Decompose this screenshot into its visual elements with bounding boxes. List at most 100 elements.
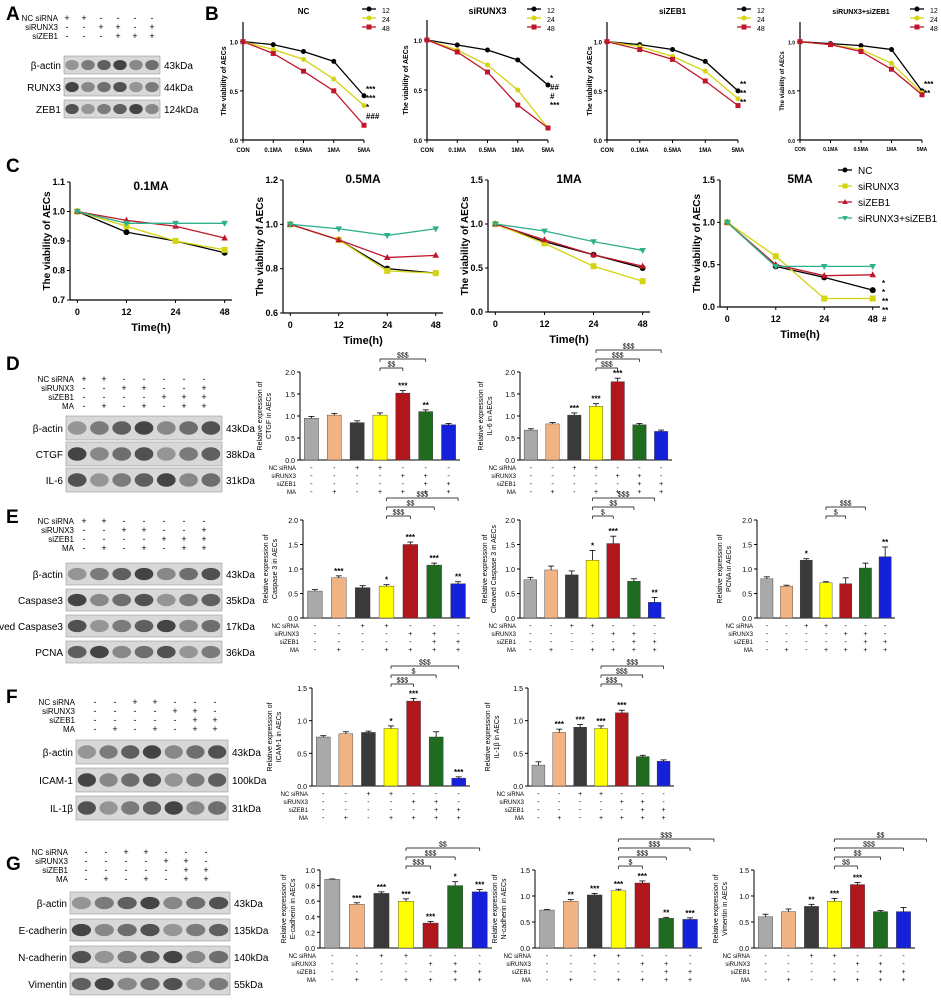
b3-data-point xyxy=(735,96,741,102)
blot-g-condition-sign: - xyxy=(105,865,108,875)
c3-y-tick-label: 1.0 xyxy=(470,219,483,229)
b3-legend-label: 24 xyxy=(757,17,765,24)
blot-g-band xyxy=(140,950,160,964)
f2-condition-sign: + xyxy=(578,791,582,798)
blot-f-condition-sign: - xyxy=(94,715,97,725)
e3-condition-sign: - xyxy=(825,639,828,646)
f1-significance: *** xyxy=(454,768,464,777)
c3-data-point xyxy=(590,239,597,246)
blot-a-condition-label: NC siRNA xyxy=(22,14,59,23)
g1-condition-sign: - xyxy=(380,961,383,968)
d2-condition-sign: - xyxy=(551,465,554,472)
g2-condition-sign: + xyxy=(569,977,573,984)
b4-data-point xyxy=(889,47,894,53)
d2-significance: *** xyxy=(613,369,623,378)
g2-condition-sign: - xyxy=(546,977,549,984)
f2-condition-sign: + xyxy=(620,815,624,822)
e1-condition-sign: - xyxy=(361,639,364,646)
b2-significance: * xyxy=(550,74,554,83)
c1-x-tick-label: 24 xyxy=(171,307,181,317)
g1-condition-sign: - xyxy=(331,977,334,984)
c4-data-point xyxy=(820,263,828,270)
g1-significance: *** xyxy=(352,894,362,903)
f1-significance: * xyxy=(389,717,393,726)
d2-condition-sign: + xyxy=(594,489,598,496)
e2-condition-sign: - xyxy=(571,631,574,638)
g2-bar xyxy=(634,882,650,949)
g3-y-tick-label: 0.5 xyxy=(739,920,749,927)
blot-d-band xyxy=(156,473,176,487)
b1-y-tick-label: 0.5 xyxy=(230,90,239,96)
blot-a-band xyxy=(81,59,95,71)
e1-significance: * xyxy=(385,576,389,585)
g3-condition-sign: + xyxy=(786,977,790,984)
e3-condition-sign: + xyxy=(863,647,867,654)
c1-x-tick-label: 0 xyxy=(75,307,80,317)
f1-y-tick-label: 1.0 xyxy=(297,719,307,726)
b3-x-tick-label: 5MA xyxy=(732,148,745,154)
b1-data-point xyxy=(331,58,337,64)
e2-condition-sign: - xyxy=(571,639,574,646)
c3-data-point xyxy=(590,251,597,258)
d2-y-tick-label: 0.0 xyxy=(505,458,515,465)
b3-legend-marker xyxy=(741,15,747,21)
d1-condition-sign: + xyxy=(401,489,405,496)
blot-d-band-label: CTGF xyxy=(36,450,63,461)
blot-e-condition-sign: - xyxy=(83,525,86,535)
g1-significance: * xyxy=(454,873,458,882)
e1-condition-sign: + xyxy=(384,647,388,654)
blot-f-band xyxy=(99,773,118,787)
b3-data-point xyxy=(735,103,741,109)
f1-bracket-label: $$$ xyxy=(419,660,431,667)
g3-condition-sign: - xyxy=(856,969,859,976)
b4-legend-marker xyxy=(914,15,920,21)
d2-condition-sign: + xyxy=(572,465,576,472)
g1-condition-sign: - xyxy=(356,961,359,968)
blot-f-band xyxy=(77,773,96,787)
d2-y-tick-label: 0.5 xyxy=(505,436,515,443)
f1-condition-sign: - xyxy=(435,791,438,798)
g3-condition-sign: - xyxy=(787,969,790,976)
blot-d-condition-sign: + xyxy=(101,374,106,384)
f1-condition-sign: + xyxy=(457,807,461,814)
b1-data-point xyxy=(301,68,306,74)
panel-label-f: F xyxy=(6,687,18,708)
blot-a-band xyxy=(81,103,95,115)
blot-a-condition-sign: - xyxy=(151,13,154,23)
blot-e-condition-sign: - xyxy=(143,516,146,526)
blot-g-condition-sign: - xyxy=(85,874,88,884)
e3-condition-label: siRUNX3 xyxy=(728,632,753,638)
blot-f-band xyxy=(164,745,183,759)
g3-condition-sign: - xyxy=(810,961,813,968)
b1-x-tick-label: 0.5MA xyxy=(295,148,313,154)
d2-condition-sign: - xyxy=(660,465,663,472)
blot-a-condition-sign: - xyxy=(66,22,69,32)
g3-y-tick-label: 1.0 xyxy=(739,894,749,901)
e3-condition-sign: - xyxy=(785,639,788,646)
d2-condition-sign: + xyxy=(659,489,663,496)
blot-d-condition-sign: + xyxy=(201,383,206,393)
blot-d-band xyxy=(67,473,87,487)
f1-bracket-label: $ xyxy=(412,669,416,676)
blot-e-condition-sign: + xyxy=(101,516,106,526)
blot-d-band xyxy=(90,447,109,461)
blot-a-condition-sign: + xyxy=(149,31,154,41)
blot-d-condition-label: siRUNX3 xyxy=(41,384,74,393)
c3-data-point xyxy=(639,262,646,269)
blot-g-band-size: 140kDa xyxy=(234,953,269,964)
e2-significance: ** xyxy=(652,588,659,597)
e1-condition-sign: - xyxy=(338,631,341,638)
g2-y-tick-label: 0.0 xyxy=(520,946,530,953)
blot-f-condition-sign: - xyxy=(134,706,137,716)
e2-bar xyxy=(627,581,641,619)
e2-bar xyxy=(544,569,558,619)
c4-legend-marker xyxy=(842,216,848,221)
e3-condition-sign: - xyxy=(766,623,769,630)
blot-g-condition-sign: - xyxy=(145,856,148,866)
g3-bar xyxy=(804,906,819,949)
g3-bar xyxy=(873,911,888,949)
b2-y-tick-label: 0.0 xyxy=(414,139,423,145)
g3-bar xyxy=(781,911,796,949)
b4-y-label: The viability of AECs xyxy=(780,51,786,111)
blot-f-condition-sign: - xyxy=(154,706,157,716)
